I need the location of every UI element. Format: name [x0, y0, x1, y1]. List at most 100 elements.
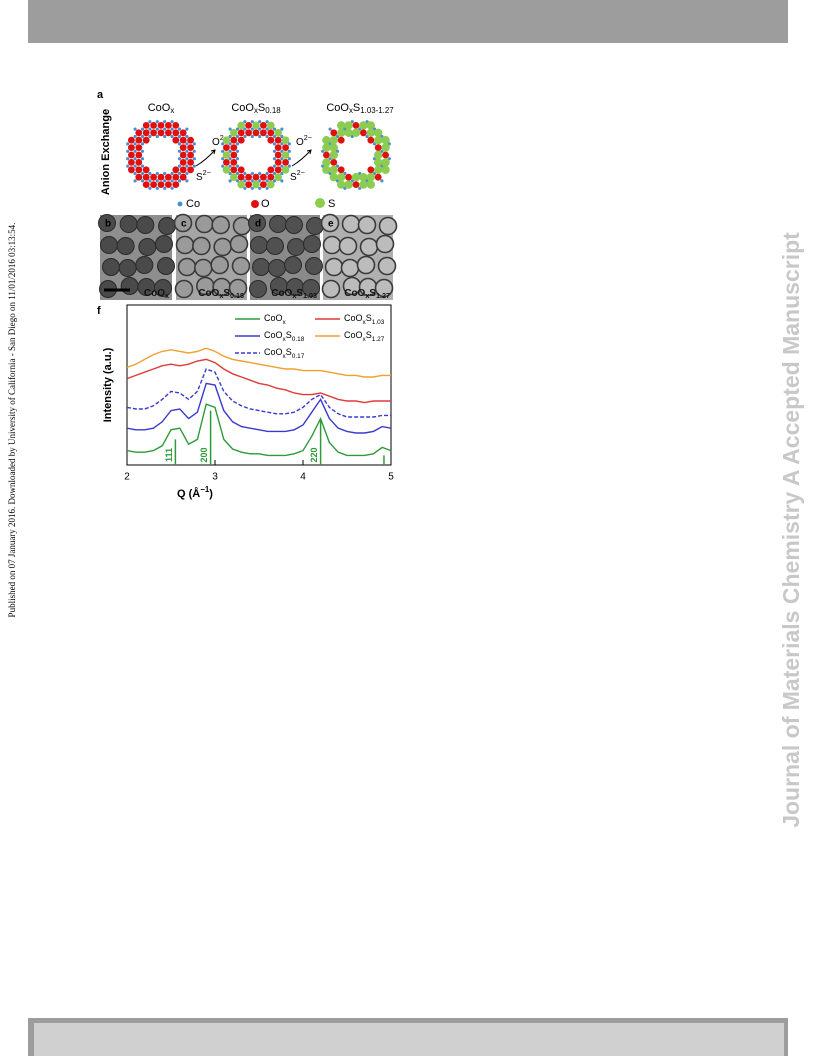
- atom: [157, 122, 165, 129]
- atom: [374, 150, 383, 160]
- atom-co: [258, 127, 262, 131]
- atom-co: [148, 127, 152, 131]
- sidebar-text: Published on 07 January 2016. Downloaded…: [7, 223, 17, 618]
- atom-co: [258, 171, 262, 176]
- atom: [260, 181, 267, 189]
- atom-co: [280, 164, 284, 168]
- atom-co: [235, 142, 240, 146]
- atom: [157, 181, 165, 189]
- stage-title: CoOxS0.18: [231, 102, 281, 115]
- atom: [267, 121, 275, 130]
- atom-co: [163, 186, 167, 190]
- atom-co: [243, 179, 247, 183]
- atom: [245, 173, 253, 181]
- arrow-label: S2−: [196, 168, 211, 183]
- legend-text: CoOxS0.18: [264, 330, 305, 342]
- atom-co: [235, 164, 240, 168]
- atom: [172, 122, 180, 129]
- atom: [187, 144, 195, 152]
- atom-co: [272, 157, 277, 161]
- atom-co: [272, 127, 277, 131]
- atom-co: [287, 149, 291, 153]
- atom-co: [228, 134, 232, 139]
- arrow-path: [291, 149, 312, 167]
- atom-co: [155, 120, 159, 124]
- particle: [269, 215, 287, 233]
- atom: [337, 180, 346, 189]
- atom-co: [177, 142, 182, 146]
- atom-co: [133, 171, 137, 176]
- atom: [222, 166, 231, 174]
- tem-label: c: [181, 219, 187, 230]
- atom: [172, 136, 180, 144]
- atom-co: [250, 134, 254, 139]
- atom: [267, 129, 275, 137]
- particle: [377, 256, 397, 276]
- atom: [330, 159, 338, 166]
- atom-co: [243, 127, 247, 131]
- atom: [329, 173, 338, 182]
- atom: [135, 151, 143, 159]
- atom: [322, 143, 331, 152]
- chart: 2 3 4 5 CoOx CoOxS1.03 CoOxS0.18 CoOxS1.27 CoOxS…: [124, 313, 394, 482]
- particle: [356, 255, 376, 275]
- atom-co: [140, 134, 145, 139]
- atom-co: [272, 134, 277, 139]
- atom-co: [280, 157, 284, 161]
- particle: [250, 236, 268, 254]
- atom: [172, 129, 180, 137]
- atom: [252, 121, 260, 130]
- atom-co: [243, 120, 247, 124]
- particle: [359, 237, 379, 257]
- particle: [374, 278, 394, 298]
- plot-frame: [126, 304, 392, 466]
- particle: [357, 215, 377, 235]
- atom-co: [250, 120, 254, 124]
- particle: [303, 235, 321, 253]
- atom: [245, 181, 253, 189]
- atom-co: [272, 149, 277, 153]
- particle: [177, 257, 197, 277]
- particle: [266, 237, 284, 255]
- atom-co: [133, 164, 137, 168]
- atom-co: [177, 164, 182, 168]
- atom: [367, 166, 375, 174]
- particle: [98, 214, 116, 232]
- atom: [281, 136, 290, 144]
- atom: [245, 122, 253, 129]
- atom: [172, 166, 180, 174]
- atom-co: [177, 171, 182, 176]
- particle: [232, 216, 252, 236]
- panel-label: a: [97, 89, 104, 101]
- atom: [337, 173, 346, 182]
- atom-co: [287, 164, 291, 168]
- atom-co: [126, 149, 130, 153]
- atom-co: [265, 186, 269, 190]
- atom: [179, 166, 187, 174]
- arrow-head: [306, 149, 312, 155]
- atom: [323, 151, 330, 159]
- particle: [321, 279, 341, 299]
- atom-co: [243, 134, 247, 139]
- atom-co: [235, 149, 240, 153]
- atom: [179, 144, 187, 152]
- x-axis-title: Q (Å−1): [177, 485, 213, 500]
- atom: [366, 180, 375, 189]
- atom: [230, 136, 238, 144]
- atom-co: [133, 134, 137, 139]
- atom-co: [126, 157, 130, 161]
- atom: [179, 159, 187, 166]
- atom: [337, 136, 345, 144]
- atom-co: [185, 157, 189, 161]
- atom: [142, 122, 150, 129]
- particle: [157, 257, 175, 275]
- particle: [287, 238, 305, 256]
- series-line: [126, 382, 392, 434]
- arrow: [195, 149, 312, 167]
- atom-co: [258, 179, 262, 183]
- atom: [150, 129, 158, 137]
- atom: [366, 121, 375, 130]
- atom: [142, 136, 150, 144]
- atom-co: [192, 149, 196, 153]
- atom: [135, 173, 143, 181]
